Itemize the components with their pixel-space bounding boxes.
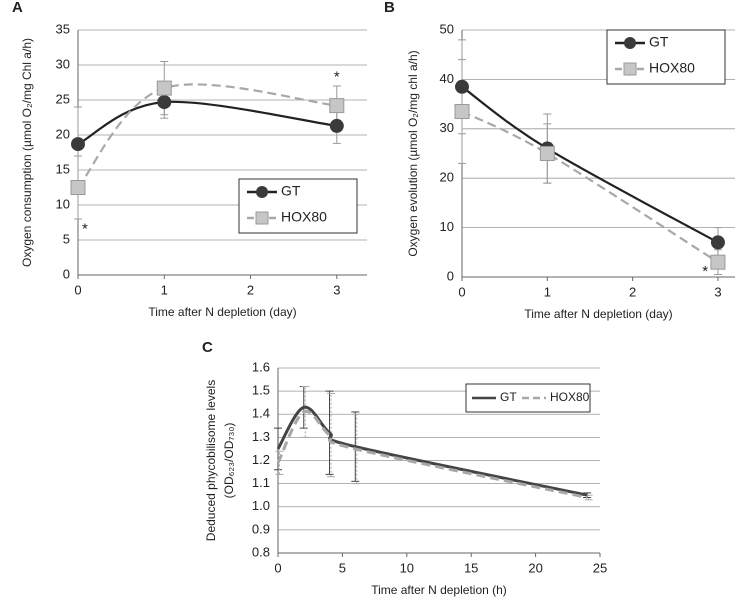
series-line [461,85,719,244]
legend-marker [623,62,637,76]
legend-label: GT [281,183,301,199]
series-line [276,405,588,497]
y-tick-label: 20 [440,170,454,185]
y-tick-label: 1.4 [252,406,270,421]
legend-marker [256,186,268,198]
x-axis-label: Time after N depletion (h) [371,583,507,597]
y-axis-label: Oxygen consumption (µmol O₂/mg Chl a/h) [20,38,34,267]
x-tick-label: 0 [274,560,281,575]
series-line [77,100,337,146]
legend-label: HOX80 [281,209,327,225]
x-tick-label: 10 [400,560,414,575]
legend-marker [624,37,636,49]
marker [329,98,345,114]
y-tick-label: 50 [440,21,454,36]
y-tick-label: 35 [56,21,70,36]
panel-label: A [12,0,23,16]
legend-label: HOX80 [550,390,590,404]
y-tick-label: 10 [440,219,454,234]
y-tick-label: 20 [56,126,70,141]
x-tick-label: 2 [629,284,636,299]
annotation: * [702,263,708,280]
x-axis-label: Time after N depletion (day) [148,305,296,319]
x-tick-label: 25 [593,560,607,575]
y-tick-label: 30 [56,56,70,71]
error-bar [275,450,284,475]
panel-label: B [384,0,395,16]
x-tick-label: 1 [544,284,551,299]
x-tick-label: 1 [161,282,168,297]
y-axis-label: (OD₆₂₃/OD₇₃₀) [222,423,236,499]
y-tick-label: 1.1 [252,475,270,490]
y-tick-label: 30 [440,120,454,135]
y-tick-label: 1.0 [252,498,270,513]
marker [71,137,85,152]
y-tick-label: 15 [56,161,70,176]
y-tick-label: 10 [56,196,70,211]
legend: GT HOX80 [465,383,591,413]
y-tick-label: 1.6 [252,359,270,374]
marker [710,235,725,250]
y-tick-label: 0.9 [252,521,270,536]
legend-label: HOX80 [649,60,695,76]
x-tick-label: 0 [74,282,81,297]
y-axis-label: Deduced phycobilisome levels [204,380,218,541]
marker [454,104,470,120]
x-tick-label: 15 [464,560,478,575]
annotation: * [334,69,340,86]
y-tick-label: 5 [63,231,70,246]
x-tick-label: 20 [528,560,542,575]
y-tick-label: 1.5 [252,383,270,398]
error-bar [352,413,361,485]
series-line [276,409,588,499]
legend-marker [255,211,269,225]
marker [156,80,172,96]
legend: GT HOX80 [238,178,358,234]
y-tick-label: 1.3 [252,429,270,444]
marker [455,79,469,94]
x-tick-label: 5 [339,560,346,575]
y-tick-label: 40 [440,71,454,86]
marker [157,95,172,110]
legend-label: GT [500,390,517,404]
series-line [461,110,719,264]
x-tick-label: 0 [458,284,465,299]
marker [539,146,555,161]
x-tick-label: 2 [247,282,254,297]
legend-label: GT [649,34,669,50]
marker [70,180,86,195]
y-tick-label: 0.8 [252,544,270,559]
y-tick-label: 0 [63,266,70,281]
y-tick-label: 25 [56,91,70,106]
panel-label: C [202,339,213,356]
y-tick-label: 0 [447,268,454,283]
x-axis-label: Time after N depletion (day) [524,307,672,321]
marker [710,254,726,270]
marker [329,118,344,133]
x-tick-label: 3 [714,284,721,299]
x-tick-label: 3 [333,282,340,297]
y-tick-label: 1.2 [252,452,270,467]
annotation: * [82,220,88,237]
legend: GT HOX80 [606,29,726,85]
y-axis-label: Oxygen evolution (µmol O₂/mg chl a/h) [406,50,420,256]
